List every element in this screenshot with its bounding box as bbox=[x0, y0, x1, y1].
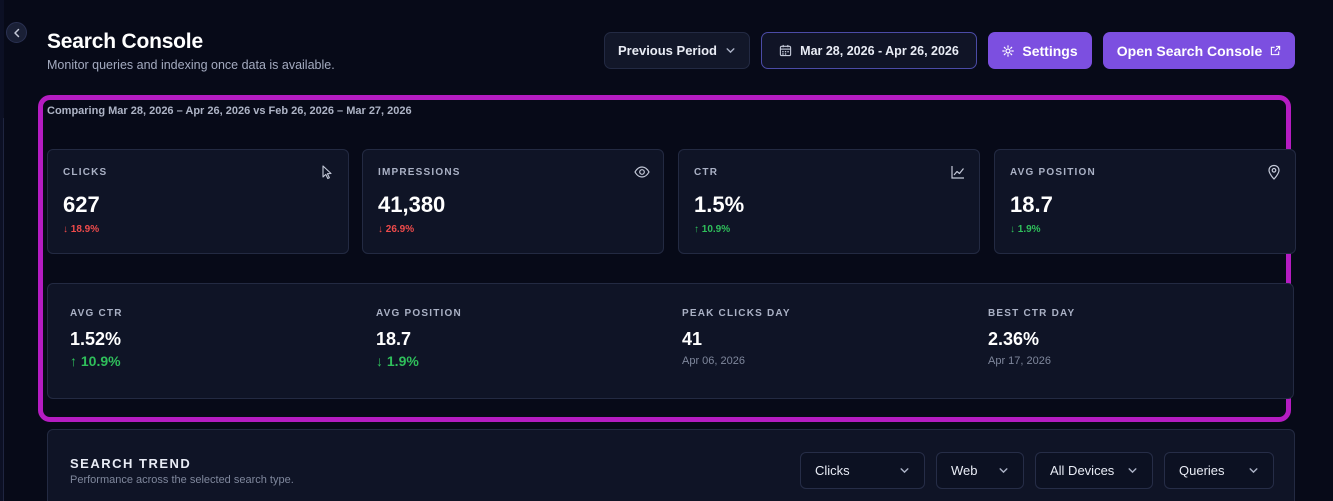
summary-value: 41 bbox=[682, 329, 703, 349]
summary-avg-ctr: AVG CTR 1.52% ↑ 10.9% bbox=[70, 308, 123, 369]
highlight-annotation bbox=[38, 95, 1291, 422]
summary-change: ↓ 1.9% bbox=[376, 353, 419, 369]
summary-date: Apr 06, 2026 bbox=[682, 355, 745, 367]
chevron-down-icon bbox=[1249, 468, 1258, 474]
page-title: Search Console bbox=[47, 30, 203, 53]
kpi-card-ctr: CTR 1.5% ↑ 10.9% bbox=[678, 149, 980, 254]
eye-icon bbox=[634, 166, 650, 178]
search-type-select-value: Web bbox=[951, 463, 978, 478]
kpi-card-clicks: CLICKS 627 ↓ 18.9% bbox=[47, 149, 349, 254]
comparison-period-label: Previous Period bbox=[618, 43, 717, 58]
sidebar-collapse-button[interactable] bbox=[6, 22, 27, 43]
device-select[interactable]: All Devices bbox=[1035, 452, 1153, 489]
gear-icon bbox=[1002, 44, 1015, 57]
summary-change: ↑ 10.9% bbox=[70, 353, 121, 369]
dimension-select-value: Queries bbox=[1179, 463, 1225, 478]
summary-label: AVG POSITION bbox=[376, 308, 462, 319]
search-trend-panel: SEARCH TREND Performance across the sele… bbox=[47, 429, 1295, 501]
kpi-change: ↓ 26.9% bbox=[378, 224, 415, 235]
map-pin-icon bbox=[1268, 164, 1280, 180]
kpi-change: ↓ 1.9% bbox=[1010, 224, 1041, 235]
chevron-down-icon bbox=[999, 468, 1008, 474]
device-select-value: All Devices bbox=[1050, 463, 1115, 478]
kpi-change: ↑ 10.9% bbox=[694, 224, 731, 235]
metric-select-value: Clicks bbox=[815, 463, 850, 478]
kpi-value: 1.5% bbox=[694, 192, 745, 217]
sidebar-rail bbox=[0, 0, 4, 501]
summary-value: 18.7 bbox=[376, 329, 412, 349]
comparison-period-dropdown[interactable]: Previous Period bbox=[604, 32, 750, 69]
kpi-value: 18.7 bbox=[1010, 192, 1053, 217]
sidebar-divider bbox=[3, 118, 4, 501]
summary-label: AVG CTR bbox=[70, 308, 123, 319]
summary-date: Apr 17, 2026 bbox=[988, 355, 1051, 367]
kpi-value: 41,380 bbox=[378, 192, 446, 217]
summary-label: PEAK CLICKS DAY bbox=[682, 308, 791, 319]
cursor-icon bbox=[322, 165, 332, 180]
open-search-console-label: Open Search Console bbox=[1116, 42, 1263, 59]
search-trend-title: SEARCH TREND bbox=[70, 456, 192, 471]
metric-select[interactable]: Clicks bbox=[800, 452, 925, 489]
kpi-card-impressions: IMPRESSIONS 41,380 ↓ 26.9% bbox=[362, 149, 664, 254]
summary-peak-clicks-day: PEAK CLICKS DAY 41 Apr 06, 2026 bbox=[682, 308, 791, 367]
comparison-text: Comparing Mar 28, 2026 – Apr 26, 2026 vs… bbox=[47, 105, 412, 117]
calendar-icon bbox=[779, 44, 792, 57]
summary-avg-position: AVG POSITION 18.7 ↓ 1.9% bbox=[376, 308, 462, 369]
kpi-label: IMPRESSIONS bbox=[378, 167, 461, 178]
summary-panel: AVG CTR 1.52% ↑ 10.9% AVG POSITION 18.7 … bbox=[47, 283, 1294, 399]
kpi-label: CLICKS bbox=[63, 167, 108, 178]
date-range-picker[interactable]: Mar 28, 2026 - Apr 26, 2026 bbox=[761, 32, 977, 69]
summary-value: 2.36% bbox=[988, 329, 1040, 349]
open-search-console-button[interactable]: Open Search Console bbox=[1103, 32, 1295, 69]
date-range-label: Mar 28, 2026 - Apr 26, 2026 bbox=[800, 43, 959, 58]
search-trend-subtitle: Performance across the selected search t… bbox=[70, 474, 294, 486]
dimension-select[interactable]: Queries bbox=[1164, 452, 1274, 489]
settings-button[interactable]: Settings bbox=[988, 32, 1092, 69]
kpi-change: ↓ 18.9% bbox=[63, 224, 100, 235]
kpi-label: AVG POSITION bbox=[1010, 167, 1096, 178]
summary-value: 1.52% bbox=[70, 329, 122, 349]
chevron-down-icon bbox=[900, 468, 909, 474]
page-subtitle: Monitor queries and indexing once data i… bbox=[47, 58, 335, 72]
line-chart-icon bbox=[951, 166, 964, 179]
settings-label: Settings bbox=[1022, 42, 1078, 59]
summary-best-ctr-day: BEST CTR DAY 2.36% Apr 17, 2026 bbox=[988, 308, 1075, 367]
chevron-down-icon bbox=[726, 48, 735, 54]
summary-label: BEST CTR DAY bbox=[988, 308, 1076, 319]
kpi-label: CTR bbox=[694, 167, 719, 178]
search-type-select[interactable]: Web bbox=[936, 452, 1024, 489]
kpi-card-avg-position: AVG POSITION 18.7 ↓ 1.9% bbox=[994, 149, 1296, 254]
chevron-left-icon bbox=[13, 28, 19, 37]
chevron-down-icon bbox=[1128, 468, 1137, 474]
kpi-value: 627 bbox=[63, 192, 100, 217]
external-link-icon bbox=[1271, 45, 1281, 56]
